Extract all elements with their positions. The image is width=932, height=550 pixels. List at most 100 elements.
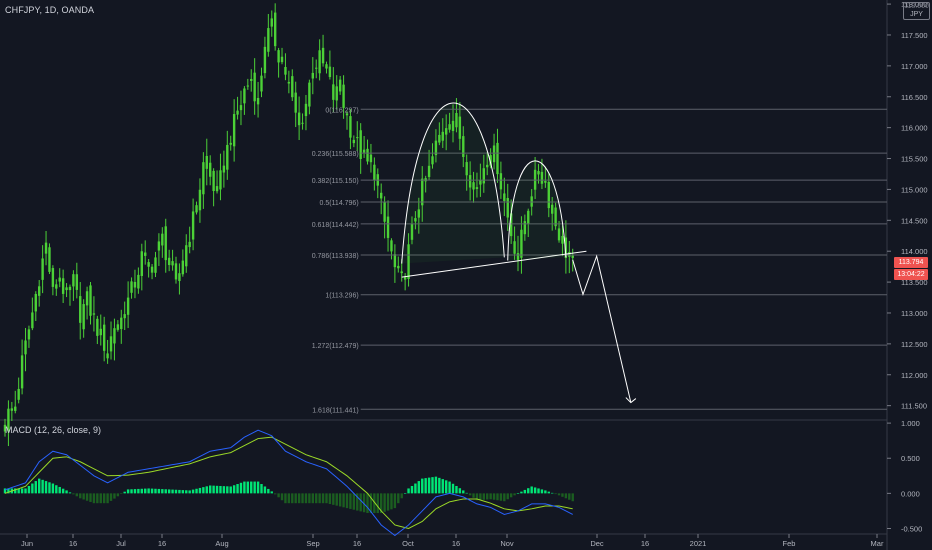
candle <box>273 3 277 51</box>
candle <box>55 279 58 296</box>
candle-body <box>116 324 120 330</box>
candle-body <box>380 192 383 199</box>
macd-histogram-bar <box>195 488 198 494</box>
macd-histogram-bar <box>479 493 482 500</box>
price-tick-label: 112.000 <box>901 371 928 380</box>
candle-body <box>113 328 116 344</box>
candle <box>417 197 421 234</box>
macd-histogram-bar <box>297 493 301 504</box>
candle-body <box>137 274 140 289</box>
macd-label[interactable]: MACD (12, 26, close, 9) <box>5 425 102 435</box>
macd-histogram-bar <box>212 485 215 494</box>
macd-histogram-bar <box>321 493 325 504</box>
candle <box>321 34 325 67</box>
candle <box>509 199 513 244</box>
candle-body <box>308 82 311 107</box>
macd-histogram-bar <box>79 493 82 499</box>
macd-histogram-bar <box>325 493 328 504</box>
macd-line <box>4 429 573 537</box>
macd-histogram-bar <box>376 493 379 514</box>
price-tick-label: 113.500 <box>901 278 928 287</box>
candle-body <box>356 137 359 139</box>
symbol-title[interactable]: CHFJPY, 1D, OANDA <box>5 5 95 15</box>
candle <box>120 309 123 344</box>
candle-body <box>557 228 561 241</box>
macd-histogram-bar <box>335 493 338 506</box>
macd-histogram-bar <box>287 493 291 504</box>
macd-histogram-bar <box>417 481 421 494</box>
candle <box>92 296 96 332</box>
macd-histogram-bar <box>455 485 458 494</box>
candle-body <box>444 128 448 135</box>
macd-histogram-bar <box>44 481 48 494</box>
candle-body <box>161 233 164 246</box>
candle-body <box>410 223 414 240</box>
candle-body <box>253 72 256 102</box>
macd-histogram-bar <box>85 493 89 501</box>
time-tick-label: Oct <box>402 539 415 548</box>
macd-histogram-bar <box>390 493 393 510</box>
candle-body <box>51 268 55 287</box>
candle-body <box>537 171 540 175</box>
candle-body <box>202 162 205 195</box>
candle <box>164 218 167 273</box>
time-tick-label: Jul <box>116 539 126 548</box>
candle-body <box>99 328 102 336</box>
candle-body <box>448 124 451 130</box>
candle <box>137 267 140 294</box>
candle <box>65 283 68 298</box>
macd-histogram-bar <box>533 487 537 494</box>
candle-body <box>489 155 492 166</box>
candle-body <box>147 262 150 267</box>
candle-body <box>58 277 61 282</box>
currency-tick-fragment: 118.000 <box>904 3 929 10</box>
fib-level-label: 1.272(112.479) <box>312 343 359 350</box>
macd-histogram-bar <box>133 489 137 494</box>
candle <box>564 220 568 274</box>
macd-histogram-bar <box>126 489 130 494</box>
candle-body <box>544 181 547 183</box>
candle <box>191 198 195 251</box>
candle <box>294 81 297 128</box>
candle <box>284 53 287 81</box>
candle-body <box>325 64 328 69</box>
candle <box>335 75 338 110</box>
macd-histogram-bar <box>530 486 533 494</box>
candle <box>462 126 465 168</box>
macd-histogram-bar <box>441 479 444 494</box>
candle <box>188 226 191 254</box>
candle <box>547 173 550 218</box>
candle-body <box>174 263 178 280</box>
candle-body <box>239 105 243 111</box>
macd-histogram-bar <box>448 481 451 494</box>
price-axis: 111.500 112.000 112.500 113.000 113.500 114.0… <box>887 0 928 411</box>
candle-body <box>369 154 373 163</box>
candle-body <box>287 81 291 84</box>
candle-body <box>185 245 188 267</box>
candle-body <box>465 162 468 176</box>
macd-histogram-bar <box>366 493 369 514</box>
time-tick-label: Jun <box>21 539 33 548</box>
time-axis: Jun 16 Jul 16 Aug Sep 16 Oct 16 Nov Dec 16 2021 Feb Ma… <box>21 534 884 548</box>
candle-body <box>342 84 345 108</box>
macd-histogram-bar <box>349 493 352 509</box>
candle-body <box>260 75 263 92</box>
candle-body <box>144 252 147 256</box>
fib-level-label: 0(116.297) <box>325 107 358 114</box>
candle-body <box>7 408 10 432</box>
candle <box>205 138 208 186</box>
macd-tick-label: 0.500 <box>901 454 920 463</box>
macd-histogram-bar <box>352 493 356 510</box>
macd-histogram-bar <box>171 489 174 494</box>
candle <box>441 118 444 148</box>
candle-body <box>561 235 564 244</box>
candle <box>202 152 205 209</box>
macd-histogram-bar <box>185 490 188 494</box>
candle <box>301 113 304 130</box>
candle-body <box>366 148 369 162</box>
candles-layer <box>3 3 574 447</box>
candle-body <box>417 209 421 218</box>
candle <box>106 339 109 364</box>
candle-body <box>421 178 424 206</box>
